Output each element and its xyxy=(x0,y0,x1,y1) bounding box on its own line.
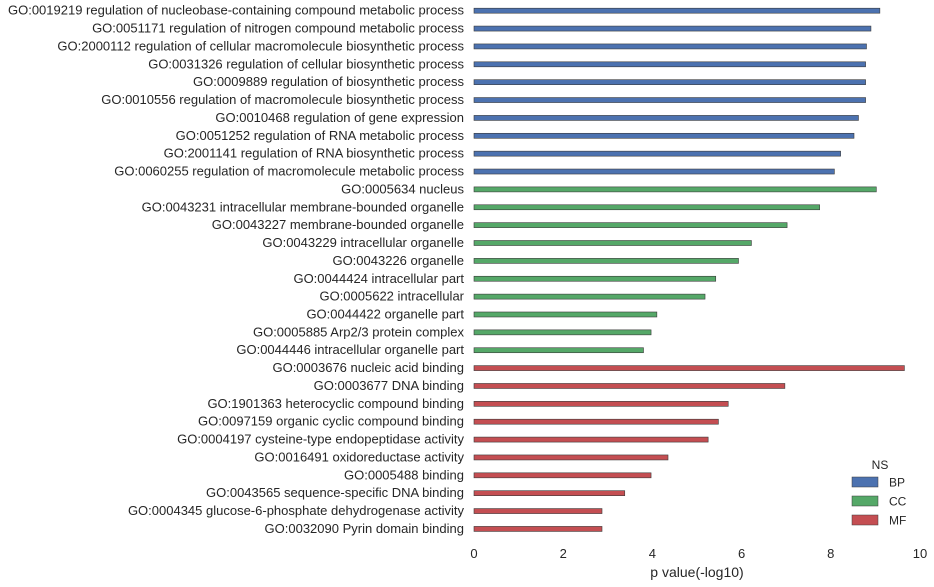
category-label-group: GO:0019219 regulation of nucleobase-cont… xyxy=(8,3,465,536)
category-label: GO:0019219 regulation of nucleobase-cont… xyxy=(8,3,465,18)
category-label: GO:1901363 heterocyclic compound binding xyxy=(207,396,464,411)
x-axis-title: p value(-log10) xyxy=(650,564,743,580)
bar-cc xyxy=(473,186,877,193)
category-label: GO:0031326 regulation of cellular biosyn… xyxy=(148,56,464,71)
category-label: GO:0051252 regulation of RNA metabolic p… xyxy=(176,128,465,143)
bar-cc xyxy=(473,329,652,336)
bar-bp xyxy=(473,43,867,50)
bar-mf xyxy=(473,508,603,514)
x-tick-group: 0 2 4 6 8 10 xyxy=(470,546,927,561)
bar-mf xyxy=(473,418,719,425)
bar-bp xyxy=(473,132,855,139)
bar-group xyxy=(473,7,905,532)
category-label: GO:0004197 cysteine-type endopeptidase a… xyxy=(177,432,464,447)
legend-label-bp: BP xyxy=(889,476,905,490)
category-label: GO:0044424 intracellular part xyxy=(293,271,464,286)
category-label: GO:0043226 organelle xyxy=(332,253,464,268)
category-label: GO:0032090 Pyrin domain binding xyxy=(265,521,464,536)
category-label: GO:0010556 regulation of macromolecule b… xyxy=(101,92,464,107)
category-label: GO:0043231 intracellular membrane-bounde… xyxy=(142,199,464,214)
bar-mf xyxy=(473,365,905,371)
bar-bp xyxy=(473,7,881,14)
bar-cc xyxy=(473,222,788,228)
category-label: GO:0010468 regulation of gene expression xyxy=(215,110,464,125)
legend-label-cc: CC xyxy=(889,495,907,509)
category-label: GO:0044446 intracellular organelle part xyxy=(236,342,464,357)
category-label: GO:0005622 intracellular xyxy=(319,289,464,304)
bar-cc xyxy=(473,204,820,211)
bar-mf xyxy=(473,401,729,407)
category-label: GO:0005885 Arp2/3 protein complex xyxy=(253,324,465,339)
bar-mf xyxy=(473,436,709,443)
category-label: GO:0060255 regulation of macromolecule m… xyxy=(114,164,464,179)
category-label: GO:0005634 nucleus xyxy=(341,181,464,196)
bar-cc xyxy=(473,258,739,264)
category-label: GO:0043229 intracellular organelle xyxy=(262,235,464,250)
legend-swatch-cc xyxy=(851,495,879,507)
x-tick-label: 10 xyxy=(913,546,927,561)
bar-cc xyxy=(473,275,717,282)
x-tick-label: 0 xyxy=(470,546,477,561)
bar-bp xyxy=(473,150,841,157)
category-label: GO:0016491 oxidoreductase activity xyxy=(254,449,464,464)
category-label: GO:0005488 binding xyxy=(344,467,464,482)
bar-mf xyxy=(473,490,626,496)
legend-swatch-bp xyxy=(851,476,879,488)
bar-cc xyxy=(473,240,752,246)
legend-title: NS xyxy=(872,458,889,472)
bar-mf xyxy=(473,526,603,532)
category-label: GO:0044422 organelle part xyxy=(306,306,464,321)
bar-mf xyxy=(473,383,786,389)
category-label: GO:0003676 nucleic acid binding xyxy=(272,360,464,375)
bar-cc xyxy=(473,311,658,318)
category-label: GO:0003677 DNA binding xyxy=(314,378,464,393)
bar-bp xyxy=(473,97,866,103)
bar-cc xyxy=(473,347,644,354)
bar-cc xyxy=(473,293,706,300)
bar-bp xyxy=(473,79,866,85)
bar-mf xyxy=(473,472,652,479)
category-label: GO:0097159 organic cyclic compound bindi… xyxy=(198,414,464,429)
bar-mf xyxy=(473,454,669,461)
bar-bp xyxy=(473,115,859,121)
bar-bp xyxy=(473,61,866,68)
category-label: GO:2000112 regulation of cellular macrom… xyxy=(57,38,464,53)
x-tick-label: 2 xyxy=(560,546,567,561)
legend-label-mf: MF xyxy=(889,514,906,528)
x-tick-label: 6 xyxy=(738,546,745,561)
bar-bp xyxy=(473,25,872,32)
category-label: GO:0004345 glucose-6-phosphate dehydroge… xyxy=(128,503,465,518)
category-label: GO:0051171 regulation of nitrogen compou… xyxy=(92,21,464,36)
category-label: GO:0043565 sequence-specific DNA binding xyxy=(206,485,464,500)
category-label: GO:0009889 regulation of biosynthetic pr… xyxy=(193,74,465,89)
bar-bp xyxy=(473,168,835,175)
legend-swatch-mf xyxy=(851,514,879,526)
x-tick-label: 8 xyxy=(827,546,834,561)
x-tick-label: 4 xyxy=(649,546,656,561)
legend: NS BP CC MF xyxy=(851,458,907,528)
category-label: GO:0043227 membrane-bounded organelle xyxy=(212,217,464,232)
category-label: GO:2001141 regulation of RNA biosyntheti… xyxy=(164,146,465,161)
